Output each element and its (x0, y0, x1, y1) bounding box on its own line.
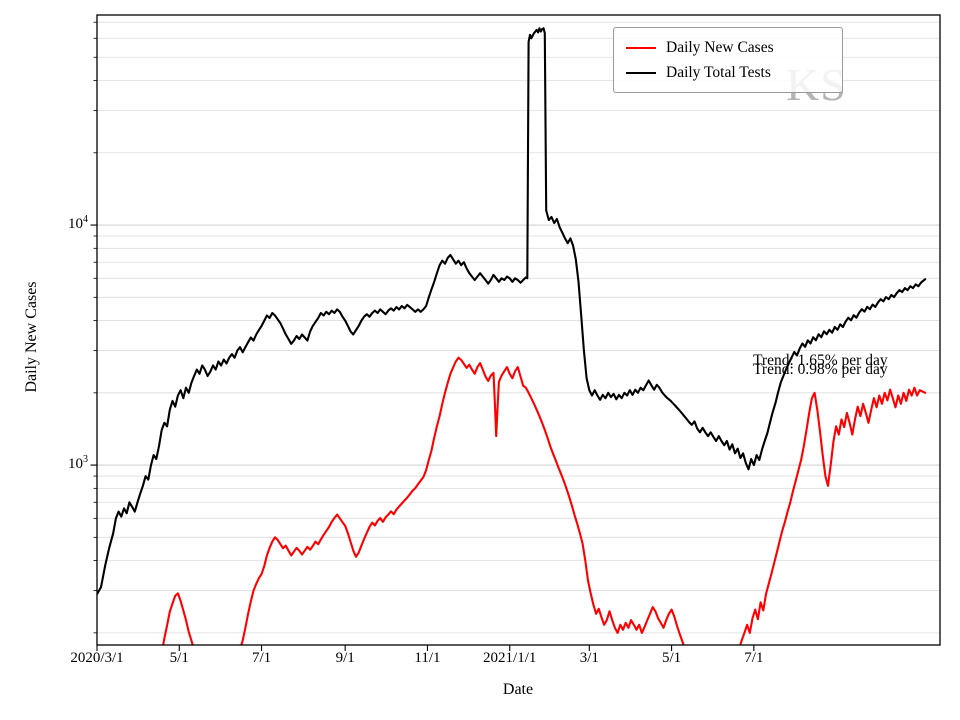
legend-label-total-tests: Daily Total Tests (666, 63, 771, 81)
x-tick-labels: 2020/3/1 5/1 7/1 9/1 11/1 2021/1/1 3/1 5/1 7/1 (0, 650, 960, 672)
legend: Daily New Cases Daily Total Tests (613, 27, 843, 93)
axes-frame (96, 14, 941, 646)
legend-label-new-cases: Daily New Cases (666, 38, 774, 56)
legend-item-total-tests: Daily Total Tests (626, 60, 832, 85)
black-line-swatch-icon (626, 71, 656, 74)
gridlines (97, 21, 940, 634)
x-axis-title: Date (502, 681, 534, 698)
trend-annotation-2: Trend: 0.98% per day (753, 361, 888, 378)
x-tick-label: 5/1 (169, 650, 189, 666)
legend-item-new-cases: Daily New Cases (626, 35, 832, 60)
x-tick-label: 2021/1/1 (483, 650, 537, 666)
series-line-1 (97, 27, 927, 596)
x-tick-label: 7/1 (251, 650, 272, 666)
y-tick-label-10e3: 103 (68, 454, 88, 473)
red-line-swatch-icon (626, 46, 656, 49)
x-tick-label: 11/1 (414, 650, 441, 666)
trend-annotation-1: Trend: 1.65% per day (753, 352, 888, 369)
y-axis-title: Daily New Cases (23, 281, 40, 393)
x-tick-label: 3/1 (579, 650, 599, 666)
series-line-0 (162, 356, 927, 645)
x-tick-label: 7/1 (744, 650, 764, 666)
x-tick-label: 5/1 (661, 650, 682, 666)
x-tick-label: 9/1 (335, 650, 355, 666)
x-tick-label: 2020/3/1 (70, 650, 124, 666)
y-tick-label-10e4: 104 (68, 214, 88, 233)
